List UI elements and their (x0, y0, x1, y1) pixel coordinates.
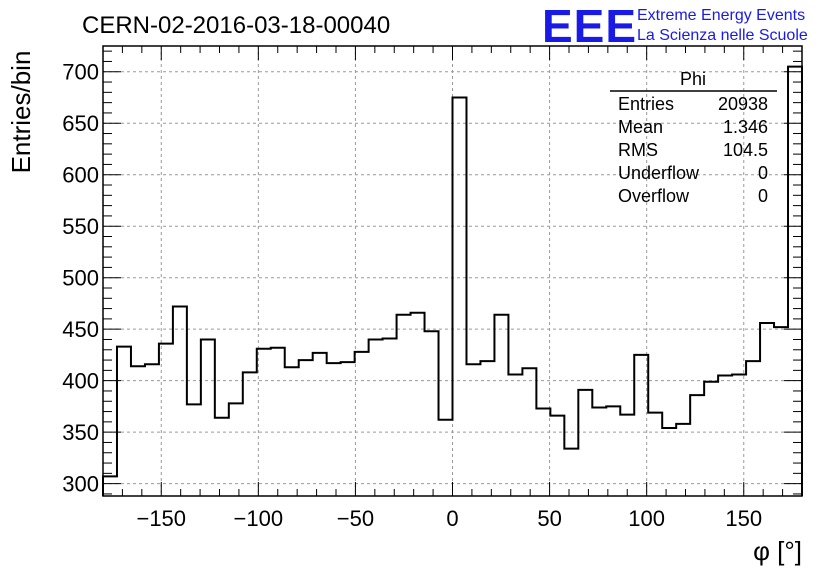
histogram-bin (676, 424, 690, 496)
histogram-bin (229, 403, 243, 496)
histogram-bin (187, 404, 201, 496)
histogram-bin (215, 418, 229, 496)
histogram-bin (257, 349, 271, 496)
histogram-bin (522, 368, 536, 496)
stats-entries-value: 20938 (718, 94, 768, 114)
histogram-bin (411, 313, 425, 496)
histogram-bin (634, 355, 648, 496)
stats-rms-label: RMS (618, 140, 658, 160)
histogram-bin (285, 367, 299, 496)
histogram-bin (662, 428, 676, 496)
histogram-bin (131, 366, 145, 496)
x-tick-label: 0 (446, 506, 458, 531)
stats-overflow-value: 0 (758, 186, 768, 206)
y-tick-label: 450 (62, 317, 99, 342)
stats-underflow-label: Underflow (618, 163, 700, 183)
y-axis-label: Entries/bin (6, 51, 36, 174)
x-axis-label: φ [°] (753, 536, 802, 566)
eee-logo-text: EEE (542, 0, 637, 52)
histogram-bin (313, 353, 327, 496)
y-tick-label: 350 (62, 420, 99, 445)
histogram-bin (425, 331, 439, 496)
histogram-bin (592, 407, 606, 496)
y-tick-label: 600 (62, 163, 99, 188)
histogram-bin (341, 362, 355, 496)
histogram-bin (159, 344, 173, 496)
histogram-bin (201, 339, 215, 496)
histogram-bin (117, 347, 131, 496)
histogram-bin (494, 315, 508, 496)
histogram-bin (271, 348, 285, 496)
x-tick-label: −150 (136, 506, 186, 531)
x-tick-label: 50 (537, 506, 561, 531)
histogram-bin (732, 374, 746, 496)
histogram-bin (173, 307, 187, 496)
y-tick-label: 550 (62, 214, 99, 239)
histogram-bin (788, 67, 802, 496)
y-tick-label: 400 (62, 369, 99, 394)
stats-rms-value: 104.5 (723, 140, 768, 160)
histogram-bin (620, 415, 634, 496)
x-tick-label: 150 (725, 506, 762, 531)
x-tick-label: −100 (234, 506, 284, 531)
x-tick-label: −50 (337, 506, 374, 531)
histogram-bin (578, 390, 592, 496)
stats-title: Phi (680, 69, 706, 89)
histogram-bin (397, 315, 411, 496)
histogram-bin (606, 406, 620, 496)
histogram-bin (355, 352, 369, 496)
y-tick-label: 650 (62, 111, 99, 136)
histogram-bin (369, 339, 383, 496)
stats-underflow-value: 0 (758, 163, 768, 183)
histogram-bin (299, 360, 313, 496)
histogram-bin (508, 374, 522, 496)
stats-box: Phi Entries 20938 Mean 1.346 RMS 104.5 U… (610, 69, 777, 206)
histogram-bin (439, 420, 453, 496)
histogram-bins (102, 65, 803, 496)
logo-line-2: La Scienza nelle Scuole (637, 27, 808, 44)
logo-line-1: Extreme Energy Events (637, 7, 805, 24)
y-tick-label: 500 (62, 266, 99, 291)
y-tick-label: 700 (62, 60, 99, 85)
histogram-bin (480, 361, 494, 496)
histogram-bin (690, 395, 704, 496)
chart-title: CERN-02-2016-03-18-00040 (82, 12, 390, 39)
stats-mean-label: Mean (618, 117, 663, 137)
histogram-bin (466, 364, 480, 496)
histogram-bin (746, 361, 760, 496)
stats-overflow-label: Overflow (618, 186, 690, 206)
stats-mean-value: 1.346 (723, 117, 768, 137)
histogram-bin (550, 416, 564, 496)
histogram-outline (102, 65, 803, 496)
histogram-bin (243, 372, 257, 496)
x-tick-label: 100 (628, 506, 665, 531)
histogram-bin (774, 327, 788, 496)
histogram-bin (103, 476, 117, 496)
histogram-bin (648, 413, 662, 496)
histogram-bin (327, 363, 341, 496)
stats-entries-label: Entries (618, 94, 674, 114)
histogram-bin (718, 376, 732, 496)
histogram-bin (760, 323, 774, 496)
histogram-bin (453, 97, 467, 496)
y-tick-label: 300 (62, 472, 99, 497)
histogram-bin (536, 408, 550, 496)
histogram-bin (145, 364, 159, 496)
histogram-bin (564, 449, 578, 496)
histogram-bin (704, 382, 718, 496)
histogram-bin (383, 338, 397, 496)
